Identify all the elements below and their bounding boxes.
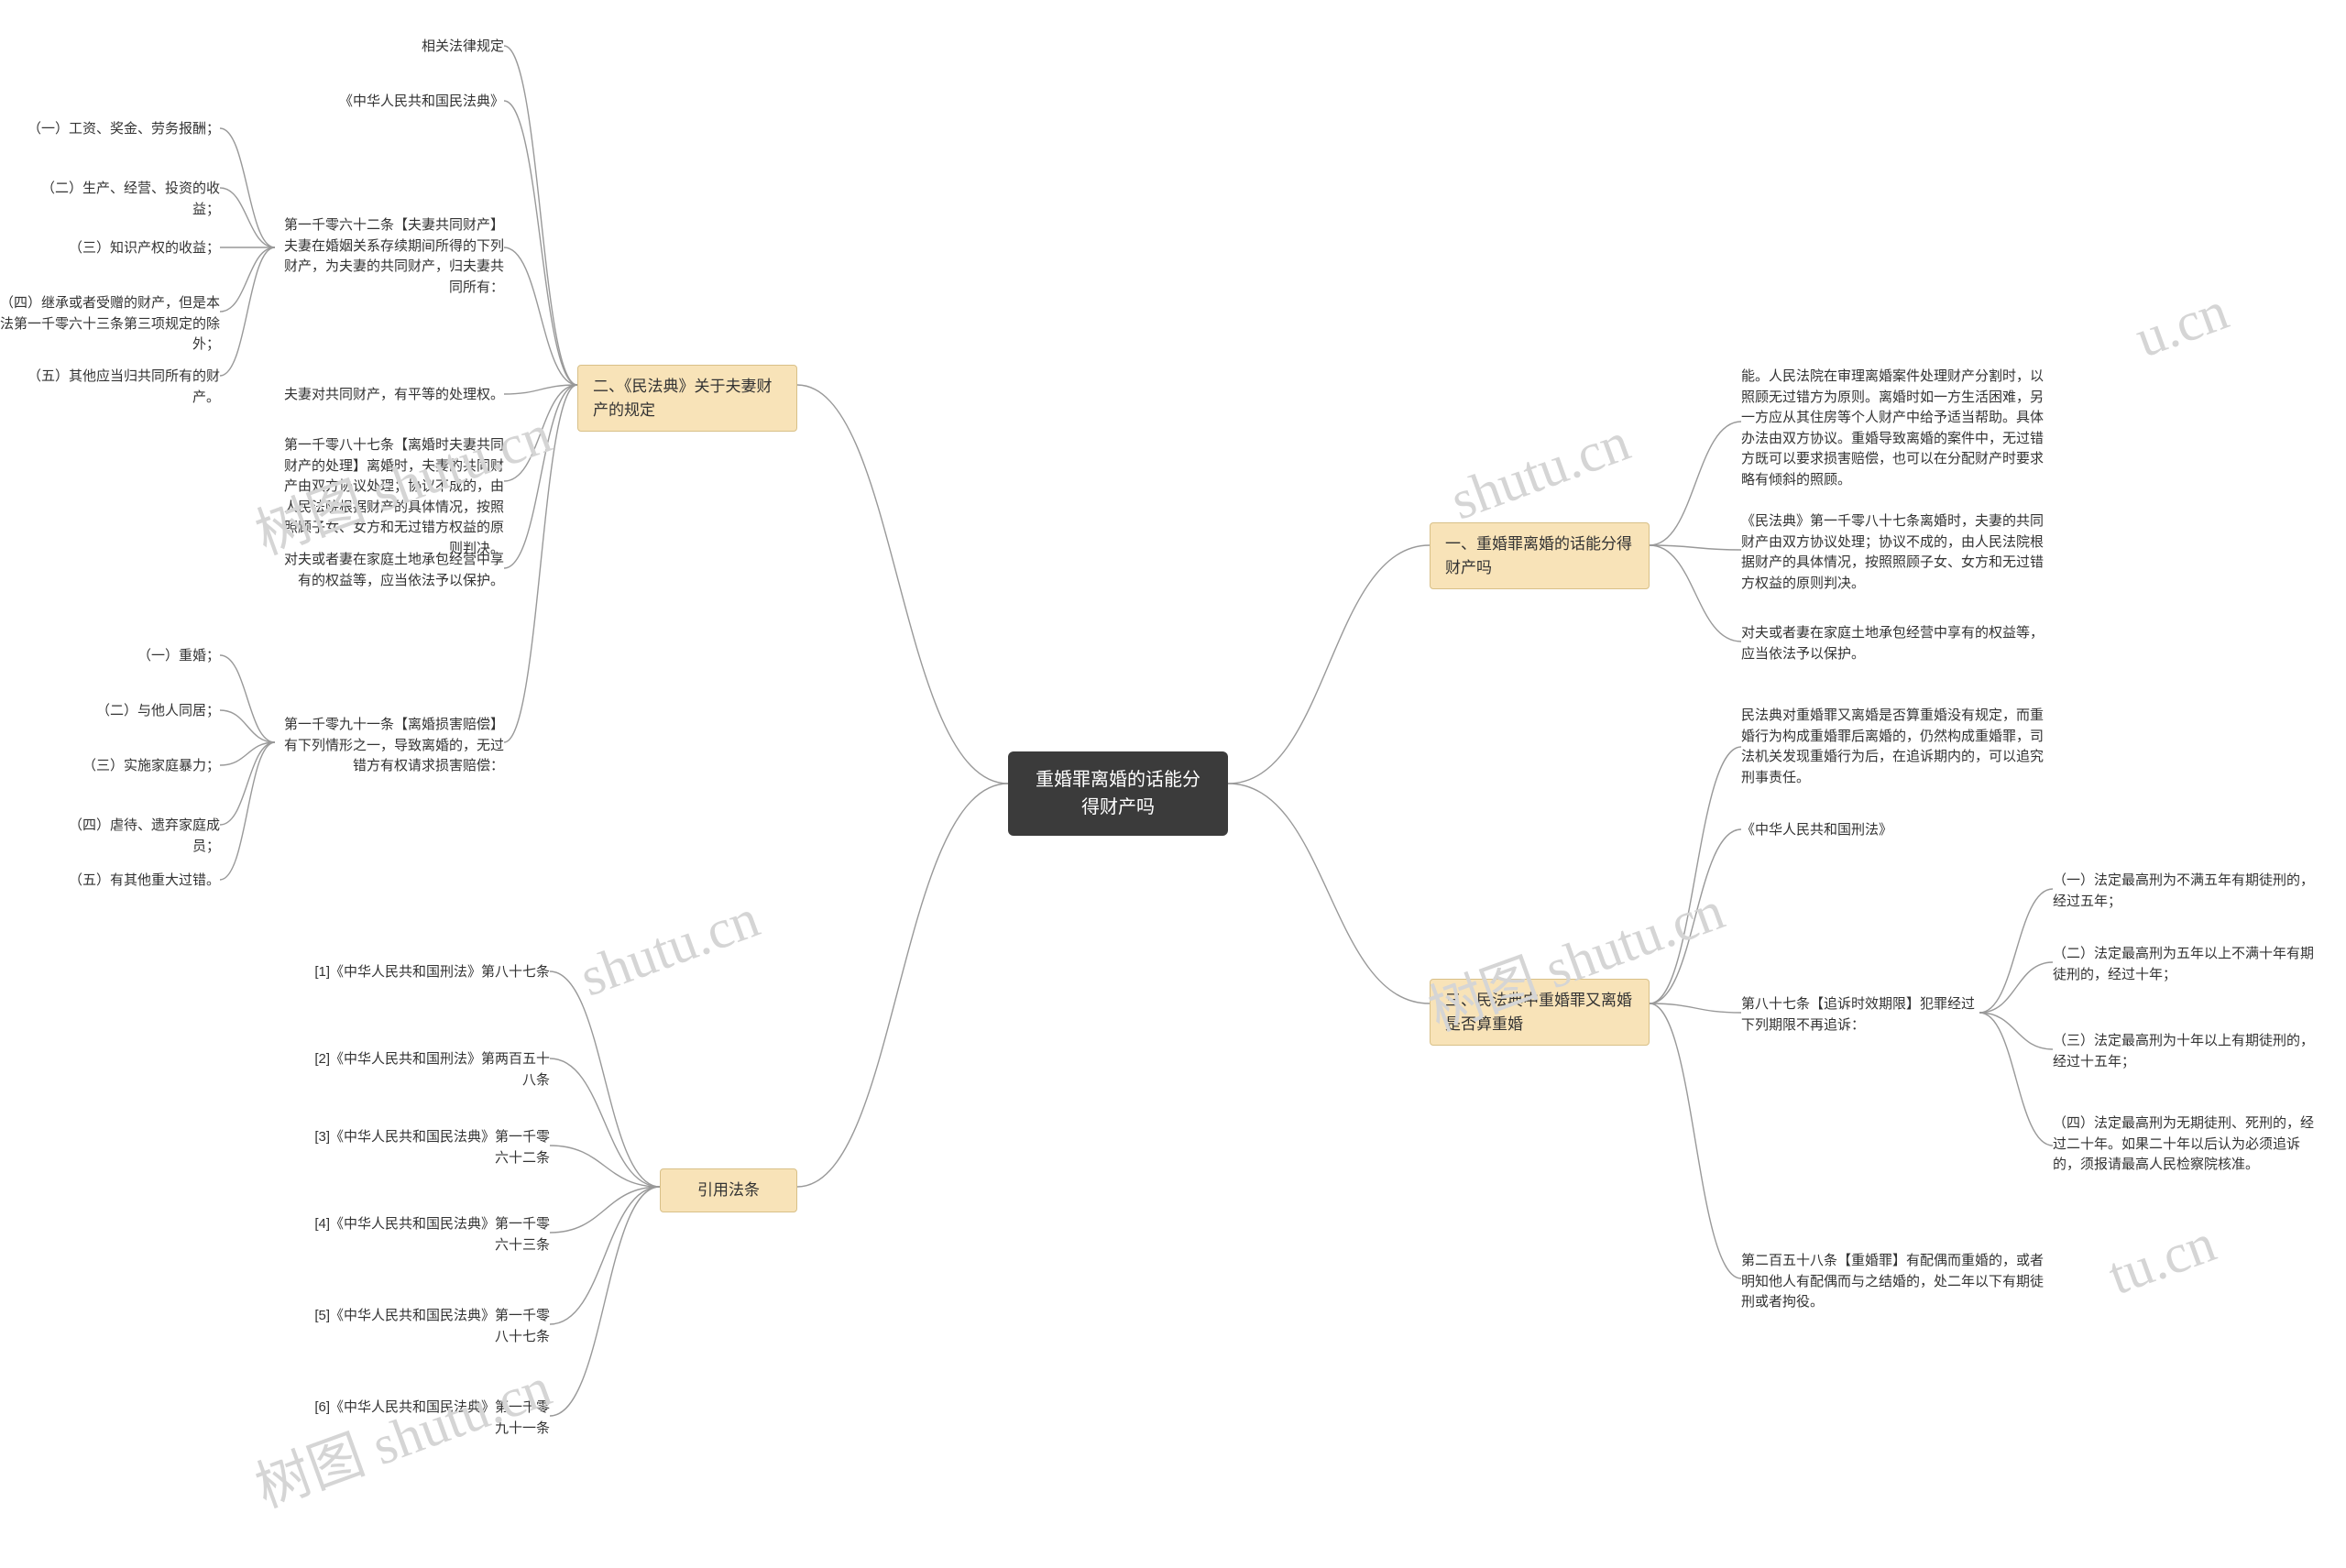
watermark: shutu.cn (1442, 411, 1638, 533)
leaf-sub-label: 第八十七条【追诉时效期限】犯罪经过下列期限不再追诉： (1741, 994, 1979, 1036)
branch-label: 引用法条 (697, 1181, 760, 1199)
leaf: （一）工资、奖金、劳务报酬； (27, 119, 220, 140)
leaf: 能。人民法院在审理离婚案件处理财产分割时，以照顾无过错方为原则。离婚时如一方生活… (1741, 367, 2053, 490)
mindmap-canvas: 重婚罪离婚的话能分得财产吗 一、重婚罪离婚的话能分得财产吗 能。人民法院在审理离… (0, 0, 2346, 1568)
branch-label: 一、重婚罪离婚的话能分得财产吗 (1445, 535, 1632, 576)
leaf: 第二百五十八条【重婚罪】有配偶而重婚的，或者明知他人有配偶而与之结婚的，处二年以… (1741, 1251, 2053, 1313)
leaf: （三）法定最高刑为十年以上有期徒刑的，经过十五年； (2053, 1031, 2319, 1072)
leaf: [3]《中华人民共和国民法典》第一千零六十二条 (302, 1127, 550, 1168)
leaf-sub2-label: 第一千零九十一条【离婚损害赔偿】有下列情形之一，导致离婚的，无过错方有权请求损害… (275, 715, 504, 777)
leaf-sub1-label: 第一千零六十二条【夫妻共同财产】夫妻在婚姻关系存续期间所得的下列财产，为夫妻的共… (275, 215, 504, 298)
leaf: [4]《中华人民共和国民法典》第一千零六十三条 (302, 1214, 550, 1255)
leaf: [5]《中华人民共和国民法典》第一千零八十七条 (302, 1306, 550, 1347)
leaf: （五）其他应当归共同所有的财产。 (27, 367, 220, 408)
root-node[interactable]: 重婚罪离婚的话能分得财产吗 (1008, 751, 1228, 836)
leaf: 《中华人民共和国刑法》 (1741, 820, 2053, 841)
leaf: （三）实施家庭暴力； (73, 756, 220, 777)
branch-label: 二、《民法典》关于夫妻财产的规定 (593, 378, 773, 419)
leaf: （一）法定最高刑为不满五年有期徒刑的，经过五年； (2053, 871, 2319, 912)
leaf: （一）重婚； (73, 646, 220, 667)
leaf: 相关法律规定 (293, 37, 504, 58)
leaf: [6]《中华人民共和国民法典》第一千零九十一条 (302, 1398, 550, 1439)
watermark: shutu.cn (572, 887, 767, 1010)
leaf: 第一千零八十七条【离婚时夫妻共同财产的处理】离婚时，夫妻的共同财产由双方协议处理… (275, 435, 504, 559)
branch-right-3[interactable]: 三、民法典中重婚罪又离婚是否算重婚 (1430, 979, 1650, 1046)
leaf: [1]《中华人民共和国刑法》第八十七条 (302, 962, 550, 983)
leaf: 《中华人民共和国民法典》 (293, 92, 504, 113)
leaf: （四）法定最高刑为无期徒刑、死刑的，经过二十年。如果二十年以后认为必须追诉的，须… (2053, 1113, 2319, 1176)
leaf: （二）生产、经营、投资的收益； (27, 179, 220, 220)
leaf: （二）与他人同居； (73, 701, 220, 722)
leaf: 夫妻对共同财产，有平等的处理权。 (275, 385, 504, 406)
leaf: （五）有其他重大过错。 (55, 871, 220, 892)
watermark: u.cn (2127, 280, 2236, 371)
leaf: 《民法典》第一千零八十七条离婚时，夫妻的共同财产由双方协议处理；协议不成的，由人… (1741, 511, 2053, 594)
watermark: tu.cn (2100, 1212, 2224, 1308)
leaf: [2]《中华人民共和国刑法》第两百五十八条 (302, 1049, 550, 1091)
leaf: （四）虐待、遗弃家庭成员； (46, 816, 220, 857)
branch-label: 三、民法典中重婚罪又离婚是否算重婚 (1445, 992, 1632, 1033)
leaf: （四）继承或者受赠的财产，但是本法第一千零六十三条第三项规定的除外； (0, 293, 220, 356)
branch-left-2[interactable]: 二、《民法典》关于夫妻财产的规定 (577, 365, 797, 432)
branch-right-1[interactable]: 一、重婚罪离婚的话能分得财产吗 (1430, 522, 1650, 589)
leaf: 对夫或者妻在家庭土地承包经营中享有的权益等，应当依法予以保护。 (1741, 623, 2053, 664)
branch-left-cites[interactable]: 引用法条 (660, 1168, 797, 1212)
leaf: （三）知识产权的收益； (27, 238, 220, 259)
leaf: （二）法定最高刑为五年以上不满十年有期徒刑的，经过十年； (2053, 944, 2319, 985)
root-label: 重婚罪离婚的话能分得财产吗 (1036, 770, 1200, 817)
leaf: 对夫或者妻在家庭土地承包经营中享有的权益等，应当依法予以保护。 (275, 550, 504, 591)
leaf: 民法典对重婚罪又离婚是否算重婚没有规定，而重婚行为构成重婚罪后离婚的，仍然构成重… (1741, 706, 2053, 788)
